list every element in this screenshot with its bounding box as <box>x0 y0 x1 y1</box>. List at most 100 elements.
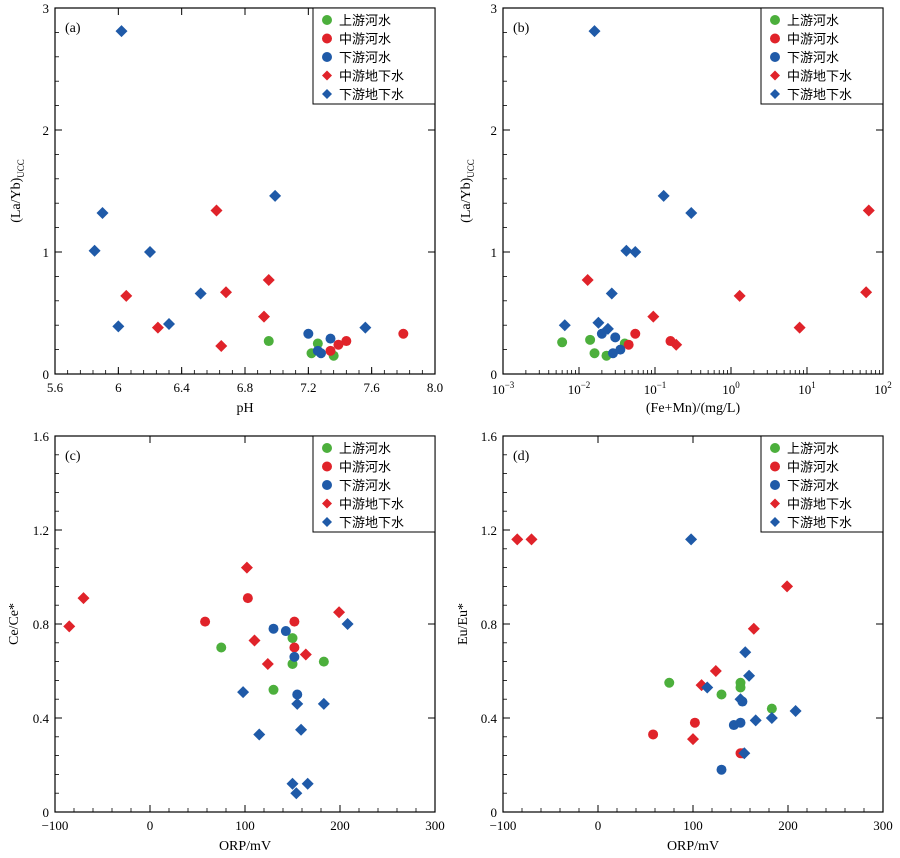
x-tick-label: 6.4 <box>174 380 191 395</box>
data-point-circle <box>325 345 336 356</box>
data-point-diamond <box>115 25 128 38</box>
data-point-diamond <box>743 669 756 682</box>
data-point-circle <box>287 633 298 644</box>
x-tick-label: 0 <box>595 818 602 833</box>
legend-marker-circle <box>322 52 332 62</box>
y-tick-label: 1.6 <box>33 429 50 444</box>
data-point-diamond <box>151 321 164 334</box>
data-point-diamond <box>341 618 354 630</box>
data-point-diamond <box>262 274 275 287</box>
data-point-diamond <box>88 244 101 257</box>
data-point-diamond <box>620 244 633 257</box>
data-point-diamond <box>333 606 346 619</box>
x-tick-label: 5.6 <box>47 380 64 395</box>
x-tick-base: 10 <box>644 382 657 397</box>
data-point-circle <box>630 328 641 339</box>
legend-marker-circle <box>322 461 332 472</box>
y-axis-title-main: Eu/Eu* <box>456 603 471 645</box>
data-point-diamond <box>258 310 270 323</box>
y-tick-label: 1 <box>491 245 498 260</box>
data-point-diamond <box>237 686 250 699</box>
panel-c-ce-anomaly-vs-orp: 00.40.81.21.6−100 0 100 200 300ORP/mVCe/Ce*(… <box>7 429 445 854</box>
legend-label: 上游河水 <box>339 13 391 28</box>
y-axis-title-main: (La/Yb) <box>459 177 474 222</box>
data-point-diamond <box>194 287 207 300</box>
legend-marker-circle <box>322 33 332 44</box>
data-point-circle <box>585 334 596 345</box>
data-point-diamond <box>738 747 751 760</box>
data-point-circle <box>268 684 279 695</box>
data-point-diamond <box>144 246 156 258</box>
legend-label: 下游河水 <box>339 478 391 493</box>
data-point-diamond <box>63 620 76 633</box>
x-tick-label: 7.6 <box>364 380 381 395</box>
data-point-diamond <box>359 321 372 334</box>
x-tick-exp: −1 <box>657 380 667 390</box>
y-tick-label: 1.2 <box>481 523 497 538</box>
x-tick-label: 7.2 <box>300 380 316 395</box>
panel-a-la-yb-vs-ph: 0 1 2 3 5.6 6 6.4 6.8 7.2 7.6 8.0 pH (La/Yb)UCC (a) 上游… <box>9 1 443 416</box>
data-point-diamond <box>793 321 806 334</box>
y-tick-label: 3 <box>43 1 50 16</box>
x-tick-label: −100 <box>490 818 517 833</box>
data-point-diamond <box>789 704 802 717</box>
y-tick-label: 1.2 <box>33 523 49 538</box>
x-tick-label: 102 <box>874 380 892 397</box>
data-point-diamond <box>291 697 304 710</box>
x-tick-exp: 0 <box>735 380 740 390</box>
data-point-diamond <box>558 319 571 332</box>
y-axis-title-sub: UCC <box>466 159 476 178</box>
x-tick-label: 101 <box>798 380 816 397</box>
legend-marker-circle <box>770 480 780 490</box>
y-axis-title: (La/Yb)UCC <box>459 159 476 223</box>
y-tick-label: 1.6 <box>481 429 498 444</box>
data-point-circle <box>325 333 336 344</box>
data-point-circle <box>615 344 626 355</box>
y-tick-label: 3 <box>491 1 498 16</box>
data-point-diamond <box>860 286 873 299</box>
data-point-diamond <box>657 189 670 202</box>
data-point-diamond <box>112 320 125 333</box>
data-point-diamond <box>269 189 282 202</box>
x-tick-base: 10 <box>722 382 735 397</box>
y-tick-label: 0.4 <box>33 711 50 726</box>
data-point-circle <box>607 348 618 359</box>
y-tick-label: 0 <box>491 805 498 820</box>
data-point-circle <box>268 623 279 634</box>
data-point-diamond <box>670 338 683 351</box>
legend-box <box>760 7 884 105</box>
data-point-circle <box>341 336 352 347</box>
data-point-diamond <box>248 634 261 647</box>
data-point-diamond <box>734 693 747 706</box>
y-axis-title-sub: UCC <box>16 159 26 178</box>
data-point-circle <box>303 328 314 339</box>
legend-marker-diamond <box>322 517 332 527</box>
x-tick-base: 10 <box>798 382 811 397</box>
legend-label: 中游地下水 <box>787 497 852 512</box>
x-tick-label: 10−2 <box>568 380 591 397</box>
data-point-diamond <box>253 728 266 741</box>
data-point-circle <box>610 332 621 343</box>
y-tick-label: 0.4 <box>481 711 498 726</box>
legend-label: 下游地下水 <box>339 87 404 102</box>
x-tick-label: 8.0 <box>427 380 443 395</box>
data-point-diamond <box>701 681 714 694</box>
y-tick-label: 0 <box>43 367 50 382</box>
legend-marker-diamond <box>770 517 780 527</box>
data-point-circle <box>735 682 746 693</box>
data-point-diamond <box>525 533 538 546</box>
y-tick-label: 0.8 <box>481 617 497 632</box>
y-axis-title: Ce/Ce* <box>7 603 22 645</box>
y-tick-label: 0 <box>491 367 498 382</box>
data-point-diamond <box>317 697 330 710</box>
legend-label: 中游地下水 <box>787 69 852 84</box>
data-point-diamond <box>163 317 175 330</box>
data-point-diamond <box>581 274 594 287</box>
legend-marker-circle <box>770 33 780 44</box>
data-point-circle <box>263 336 274 347</box>
data-point-diamond <box>709 665 722 677</box>
data-point-diamond <box>240 561 253 574</box>
x-tick-base: 10 <box>492 382 505 397</box>
